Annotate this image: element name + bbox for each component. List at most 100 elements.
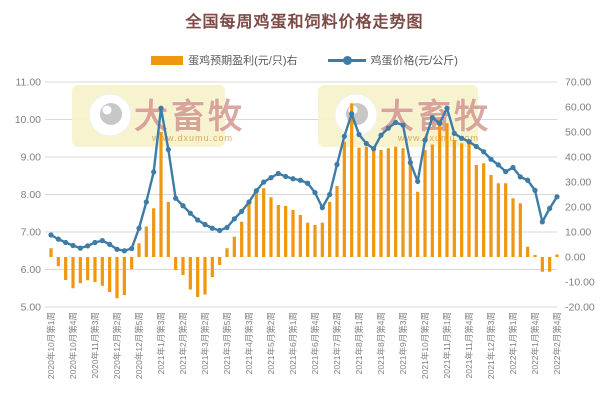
price-marker <box>305 180 311 186</box>
watermark-eye-iris <box>100 103 122 125</box>
profit-bar <box>526 246 530 257</box>
watermark-eye-glint <box>102 105 112 115</box>
price-marker <box>422 137 428 143</box>
price-marker <box>151 169 157 175</box>
profit-bar <box>489 175 493 257</box>
profit-bar <box>188 257 192 290</box>
x-tick-label: 2021年4月第3周 <box>244 312 254 374</box>
x-tick-label: 2020年12月第2周 <box>112 312 122 379</box>
chart-legend: 蛋鸡预期盈利(元/只)右 鸡蛋价格(元/公斤) <box>0 52 609 68</box>
right-tick-label: 50.00 <box>565 127 591 139</box>
profit-bar <box>350 103 354 257</box>
price-marker <box>371 146 377 152</box>
price-marker <box>107 241 113 247</box>
x-tick-label: 2021年3月第2周 <box>200 312 210 374</box>
profit-bar <box>144 226 148 257</box>
x-tick-label: 2020年10月第1周 <box>46 312 56 379</box>
price-marker <box>319 205 325 211</box>
price-marker <box>268 175 274 181</box>
price-marker <box>385 125 391 131</box>
profit-bar <box>504 183 508 257</box>
price-marker <box>363 140 369 147</box>
price-marker <box>70 242 76 249</box>
price-marker <box>554 194 560 200</box>
price-marker <box>327 191 333 198</box>
profit-bar <box>540 257 544 272</box>
profit-bar <box>548 257 552 272</box>
x-tick-label: 2021年3月第5周 <box>222 312 232 374</box>
profit-bar <box>474 165 478 257</box>
price-marker <box>488 156 494 162</box>
price-marker <box>217 227 223 234</box>
profit-bar <box>416 191 420 257</box>
profit-bar <box>452 140 456 257</box>
price-marker <box>349 111 355 117</box>
price-marker <box>539 219 545 225</box>
right-tick-label: 0.00 <box>565 252 586 264</box>
price-line <box>49 107 559 252</box>
right-tick-label: 20.00 <box>565 202 591 214</box>
right-tick-label: -20.00 <box>565 302 595 314</box>
x-tick-label: 2021年6月第1周 <box>288 312 298 374</box>
price-marker <box>246 199 252 205</box>
price-marker <box>495 162 501 168</box>
profit-bar <box>430 144 434 257</box>
price-marker <box>400 122 406 128</box>
legend-price-label: 鸡蛋价格(元/公斤) <box>370 55 458 67</box>
profit-bar <box>262 188 266 257</box>
profit-bar <box>328 201 332 257</box>
price-marker <box>173 195 179 201</box>
price-marker <box>224 224 230 231</box>
price-marker <box>158 105 164 111</box>
price-marker <box>473 143 479 150</box>
price-marker <box>143 199 149 205</box>
price-marker <box>429 115 435 121</box>
watermark-text: 大畜牧 <box>380 97 491 136</box>
profit-bar <box>357 147 361 257</box>
price-marker <box>114 246 120 252</box>
price-marker <box>451 130 457 136</box>
profit-bar <box>174 257 178 270</box>
profit-bar <box>269 197 273 257</box>
profit-bar <box>210 257 214 277</box>
price-marker <box>378 132 384 138</box>
x-tick-label: 2021年11月第1周 <box>442 312 452 378</box>
profit-bar <box>181 257 185 275</box>
price-marker <box>55 236 61 242</box>
profit-bar <box>313 225 317 257</box>
price-marker <box>209 225 215 231</box>
profit-bar <box>555 254 559 257</box>
price-marker <box>202 221 208 228</box>
profit-bar <box>64 257 68 280</box>
price-marker <box>99 238 105 244</box>
price-marker <box>415 178 421 184</box>
x-tick-label: 2022年1月第4周 <box>530 312 540 374</box>
price-marker <box>503 169 509 175</box>
price-marker <box>253 188 259 194</box>
legend-item-price: 鸡蛋价格(元/公斤) <box>327 52 458 68</box>
x-tick-label: 2020年10月第4周 <box>68 312 78 379</box>
profit-bar <box>467 141 471 257</box>
price-marker <box>444 105 450 111</box>
left-tick-label: 11.00 <box>16 77 42 89</box>
profit-bar <box>159 132 163 257</box>
price-marker <box>547 205 553 211</box>
profit-bar <box>71 257 75 289</box>
profit-bar <box>137 243 141 257</box>
x-tick-label: 2021年1月第3周 <box>156 312 166 374</box>
profit-bar <box>166 202 170 257</box>
legend-profit-label: 蛋鸡预期盈利(元/只)右 <box>188 55 298 67</box>
profit-bar <box>533 255 537 257</box>
price-marker <box>92 239 98 246</box>
profit-bar <box>482 163 486 257</box>
right-tick-label: 70.00 <box>565 77 591 89</box>
chart-title: 全国每周鸡蛋和饲料价格走势图 <box>185 14 424 31</box>
profit-bar <box>130 257 134 270</box>
left-tick-label: 5.00 <box>21 302 42 314</box>
watermark-url: www.dxumu.com <box>397 133 479 143</box>
price-marker <box>312 190 318 196</box>
left-tick-label: 8.00 <box>21 189 42 201</box>
x-tick-label: 2021年12月第3周 <box>486 312 496 379</box>
price-marker <box>283 173 289 180</box>
profit-bar <box>115 257 119 299</box>
